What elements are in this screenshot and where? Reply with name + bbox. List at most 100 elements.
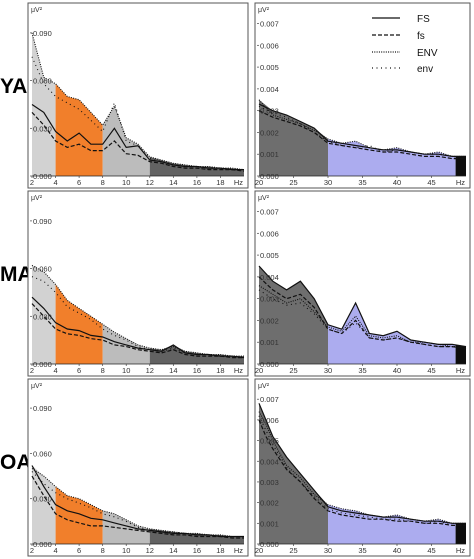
panel-ya-low: 0.000 0.030 0.060 0.090 2 4 6 8 10 12 14 16 18 Hz μV² [27,2,249,189]
frequency-band-1 [55,284,103,364]
x-unit-label: Hz [456,178,465,187]
frequency-band-0 [32,465,56,544]
y-tick-label: 0.006 [260,41,279,50]
panel-oa-high: 0.000 0.001 0.002 0.003 0.004 0.005 0.006 0.007… [254,378,471,557]
y-unit-label: μV² [31,383,43,390]
x-tick-label: 20 [255,366,263,375]
y-tick-label: 0.003 [260,295,279,304]
y-tick-label: 0.003 [260,478,279,487]
series-line-1 [258,419,466,526]
x-tick-label: 14 [169,546,177,555]
series-line-1 [258,276,467,350]
x-tick-label: 18 [216,178,224,187]
frequency-band-2 [102,510,150,544]
series-line-3 [258,415,466,526]
frequency-band-1 [55,83,103,176]
x-tick-label: 35 [358,366,366,375]
x-tick-label: 4 [53,178,57,187]
series-line-0 [258,403,466,524]
x-unit-label: Hz [456,546,465,555]
panel-ya-high: 0.000 0.001 0.002 0.003 0.004 0.005 0.006 0.007… [254,2,471,189]
x-tick-label: 10 [122,546,130,555]
y-tick-label: 0.000 [33,540,52,549]
row-label-ma: MA [0,263,33,286]
y-tick-label: 0.030 [33,124,52,133]
row-label-oa: OA [0,451,32,474]
frequency-band-2 [102,324,150,364]
y-tick-label: 0.090 [33,29,52,38]
y-tick-label: 0.001 [260,150,279,159]
y-tick-label: 0.004 [260,273,279,282]
x-tick-label: 35 [358,178,366,187]
series-line-1 [31,303,244,359]
y-tick-label: 0.030 [33,495,52,504]
y-tick-label: 0.060 [33,77,52,86]
series-line-0 [31,296,245,359]
series-line-2 [258,285,466,348]
x-tick-label: 6 [77,366,81,375]
series-line-3 [31,56,244,171]
y-tick-label: 0.090 [33,217,52,226]
y-tick-label: 0.090 [33,404,52,413]
y-tick-label: 0.007 [260,208,279,217]
series-line-3 [258,289,467,350]
x-tick-label: 14 [169,366,177,375]
frequency-band-0 [32,265,56,364]
x-tick-label: 25 [289,366,297,375]
frequency-band-2 [102,106,150,176]
y-tick-label: 0.001 [260,338,279,347]
x-tick-label: 40 [393,366,401,375]
frequency-band-2 [455,523,466,544]
row-labels: YA MA OA [0,75,33,474]
y-tick-label: 0.005 [260,251,279,260]
series-line-2 [258,99,466,157]
x-tick-label: 10 [122,366,130,375]
y-unit-label: μV² [258,383,270,390]
x-tick-label: 6 [77,546,81,555]
x-tick-label: 2 [30,366,34,375]
x-unit-label: Hz [234,178,243,187]
y-unit-label: μV² [31,7,43,14]
x-tick-label: 4 [53,546,57,555]
legend-label-env-lower: env [417,64,433,75]
series-line-2 [31,32,245,171]
y-unit-label: μV² [258,195,270,202]
y-tick-label: 0.005 [260,63,279,72]
x-tick-label: 20 [255,546,263,555]
frequency-band-0 [259,266,328,364]
x-tick-label: 40 [393,178,401,187]
x-tick-label: 8 [101,546,105,555]
y-tick-label: 0.000 [260,540,279,549]
x-tick-label: 30 [324,546,332,555]
y-tick-label: 0.002 [260,128,279,137]
x-tick-label: 18 [216,366,224,375]
series-line-1 [31,111,245,172]
x-tick-label: 25 [289,178,297,187]
frequency-band-3 [149,156,244,176]
legend-label-fs-lower: fs [417,31,425,42]
y-unit-label: μV² [258,7,270,14]
x-tick-label: 45 [427,366,435,375]
y-tick-label: 0.002 [260,499,279,508]
x-tick-label: 12 [146,546,154,555]
x-tick-label: 16 [193,366,201,375]
y-tick-label: 0.004 [260,85,279,94]
frequency-band-2 [455,344,466,364]
y-unit-label: μV² [31,195,43,202]
y-tick-label: 0.002 [260,316,279,325]
legend-label-env: ENV [417,48,438,59]
legend: FS fs ENV env [372,14,438,75]
x-tick-label: 45 [427,546,435,555]
y-tick-label: 0.000 [33,172,52,181]
x-tick-label: 40 [393,546,401,555]
x-tick-label: 8 [101,178,105,187]
frequency-band-0 [32,32,56,177]
y-tick-label: 0.007 [260,395,279,404]
panel-ma-high: 0.000 0.001 0.002 0.003 0.004 0.005 0.006 0.007… [254,190,471,377]
y-tick-label: 0.000 [260,360,279,369]
series-line-1 [258,110,466,160]
y-tick-label: 0.006 [260,229,279,238]
x-unit-label: Hz [456,366,465,375]
